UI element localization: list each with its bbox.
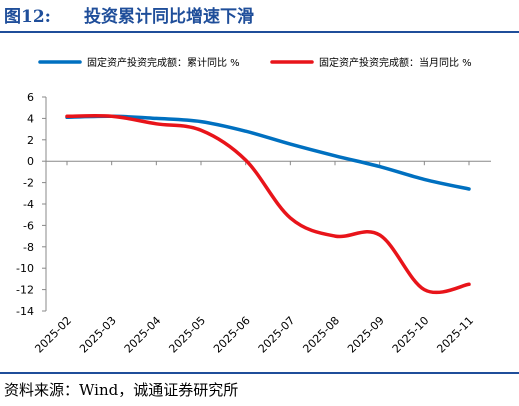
data-point — [155, 123, 157, 125]
data-point — [244, 159, 246, 161]
data-point — [289, 217, 291, 219]
data-point — [66, 115, 68, 117]
line-chart: 固定资产投资完成额：累计同比 % 固定资产投资完成额：当月同比 % 6 4 2 0 -2 -… — [16, 56, 491, 356]
x-tick-label: 2025-10 — [390, 314, 432, 356]
series-line-cumulative-yoy — [65, 114, 471, 191]
y-tick-label: -12 — [16, 284, 34, 297]
series-line-monthly-yoy — [65, 113, 471, 295]
x-tick-label: 2025-04 — [122, 314, 164, 356]
data-point — [334, 155, 336, 157]
chart-series — [65, 113, 471, 295]
y-tick-label: 0 — [27, 155, 34, 168]
data-point — [289, 143, 291, 145]
data-point — [378, 234, 380, 236]
x-tick-label: 2025-11 — [434, 314, 476, 356]
chart-axes — [45, 97, 491, 311]
data-point — [468, 283, 470, 285]
data-point — [423, 178, 425, 180]
y-tick-label: -14 — [16, 305, 34, 318]
data-point — [244, 130, 246, 132]
source-note: 资料来源：Wind，诚通证券研究所 — [4, 381, 239, 399]
figure-title: 图12: 投资累计同比增速下滑 — [4, 4, 515, 30]
y-tick-label: -6 — [23, 219, 34, 232]
x-tick-label: 2025-03 — [77, 314, 119, 356]
y-tick-label: -10 — [16, 262, 34, 275]
data-point — [423, 288, 425, 290]
chart-legend: 固定资产投资完成额：累计同比 % 固定资产投资完成额：当月同比 % — [38, 56, 472, 69]
figure-title-text: 投资累计同比增速下滑 — [84, 7, 254, 27]
title-divider — [0, 31, 519, 33]
data-point — [200, 120, 202, 122]
y-tick-label: 4 — [27, 112, 34, 125]
x-tick-label: 2025-02 — [32, 314, 74, 356]
y-axis-ticks: 6 4 2 0 -2 -4 -6 -8 -10 -12 -14 — [16, 91, 46, 318]
y-tick-label: 2 — [27, 134, 34, 147]
data-point — [110, 115, 112, 117]
data-point — [155, 117, 157, 119]
y-tick-label: -4 — [23, 198, 34, 211]
legend-label: 固定资产投资完成额：累计同比 % — [87, 56, 240, 69]
y-tick-label: -8 — [23, 241, 34, 254]
x-tick-label: 2025-05 — [166, 314, 208, 356]
y-tick-label: 6 — [27, 91, 34, 104]
y-tick-label: -2 — [23, 177, 34, 190]
legend-label: 固定资产投资完成额：当月同比 % — [319, 56, 472, 69]
legend-item-monthly-yoy: 固定资产投资完成额：当月同比 % — [270, 56, 472, 69]
data-point — [334, 235, 336, 237]
data-point — [468, 188, 470, 190]
legend-item-cumulative-yoy: 固定资产投资完成额：累计同比 % — [38, 56, 240, 69]
figure-number: 图12: — [4, 7, 51, 27]
x-tick-label: 2025-06 — [211, 314, 253, 356]
x-axis-ticks: 2025-02 2025-03 2025-04 2025-05 2025-06 2025-… — [32, 161, 476, 356]
x-tick-label: 2025-07 — [256, 314, 298, 356]
data-point — [378, 165, 380, 167]
source-divider — [0, 372, 519, 374]
data-point — [200, 129, 202, 131]
x-tick-label: 2025-09 — [345, 314, 387, 356]
x-tick-label: 2025-08 — [300, 314, 342, 356]
